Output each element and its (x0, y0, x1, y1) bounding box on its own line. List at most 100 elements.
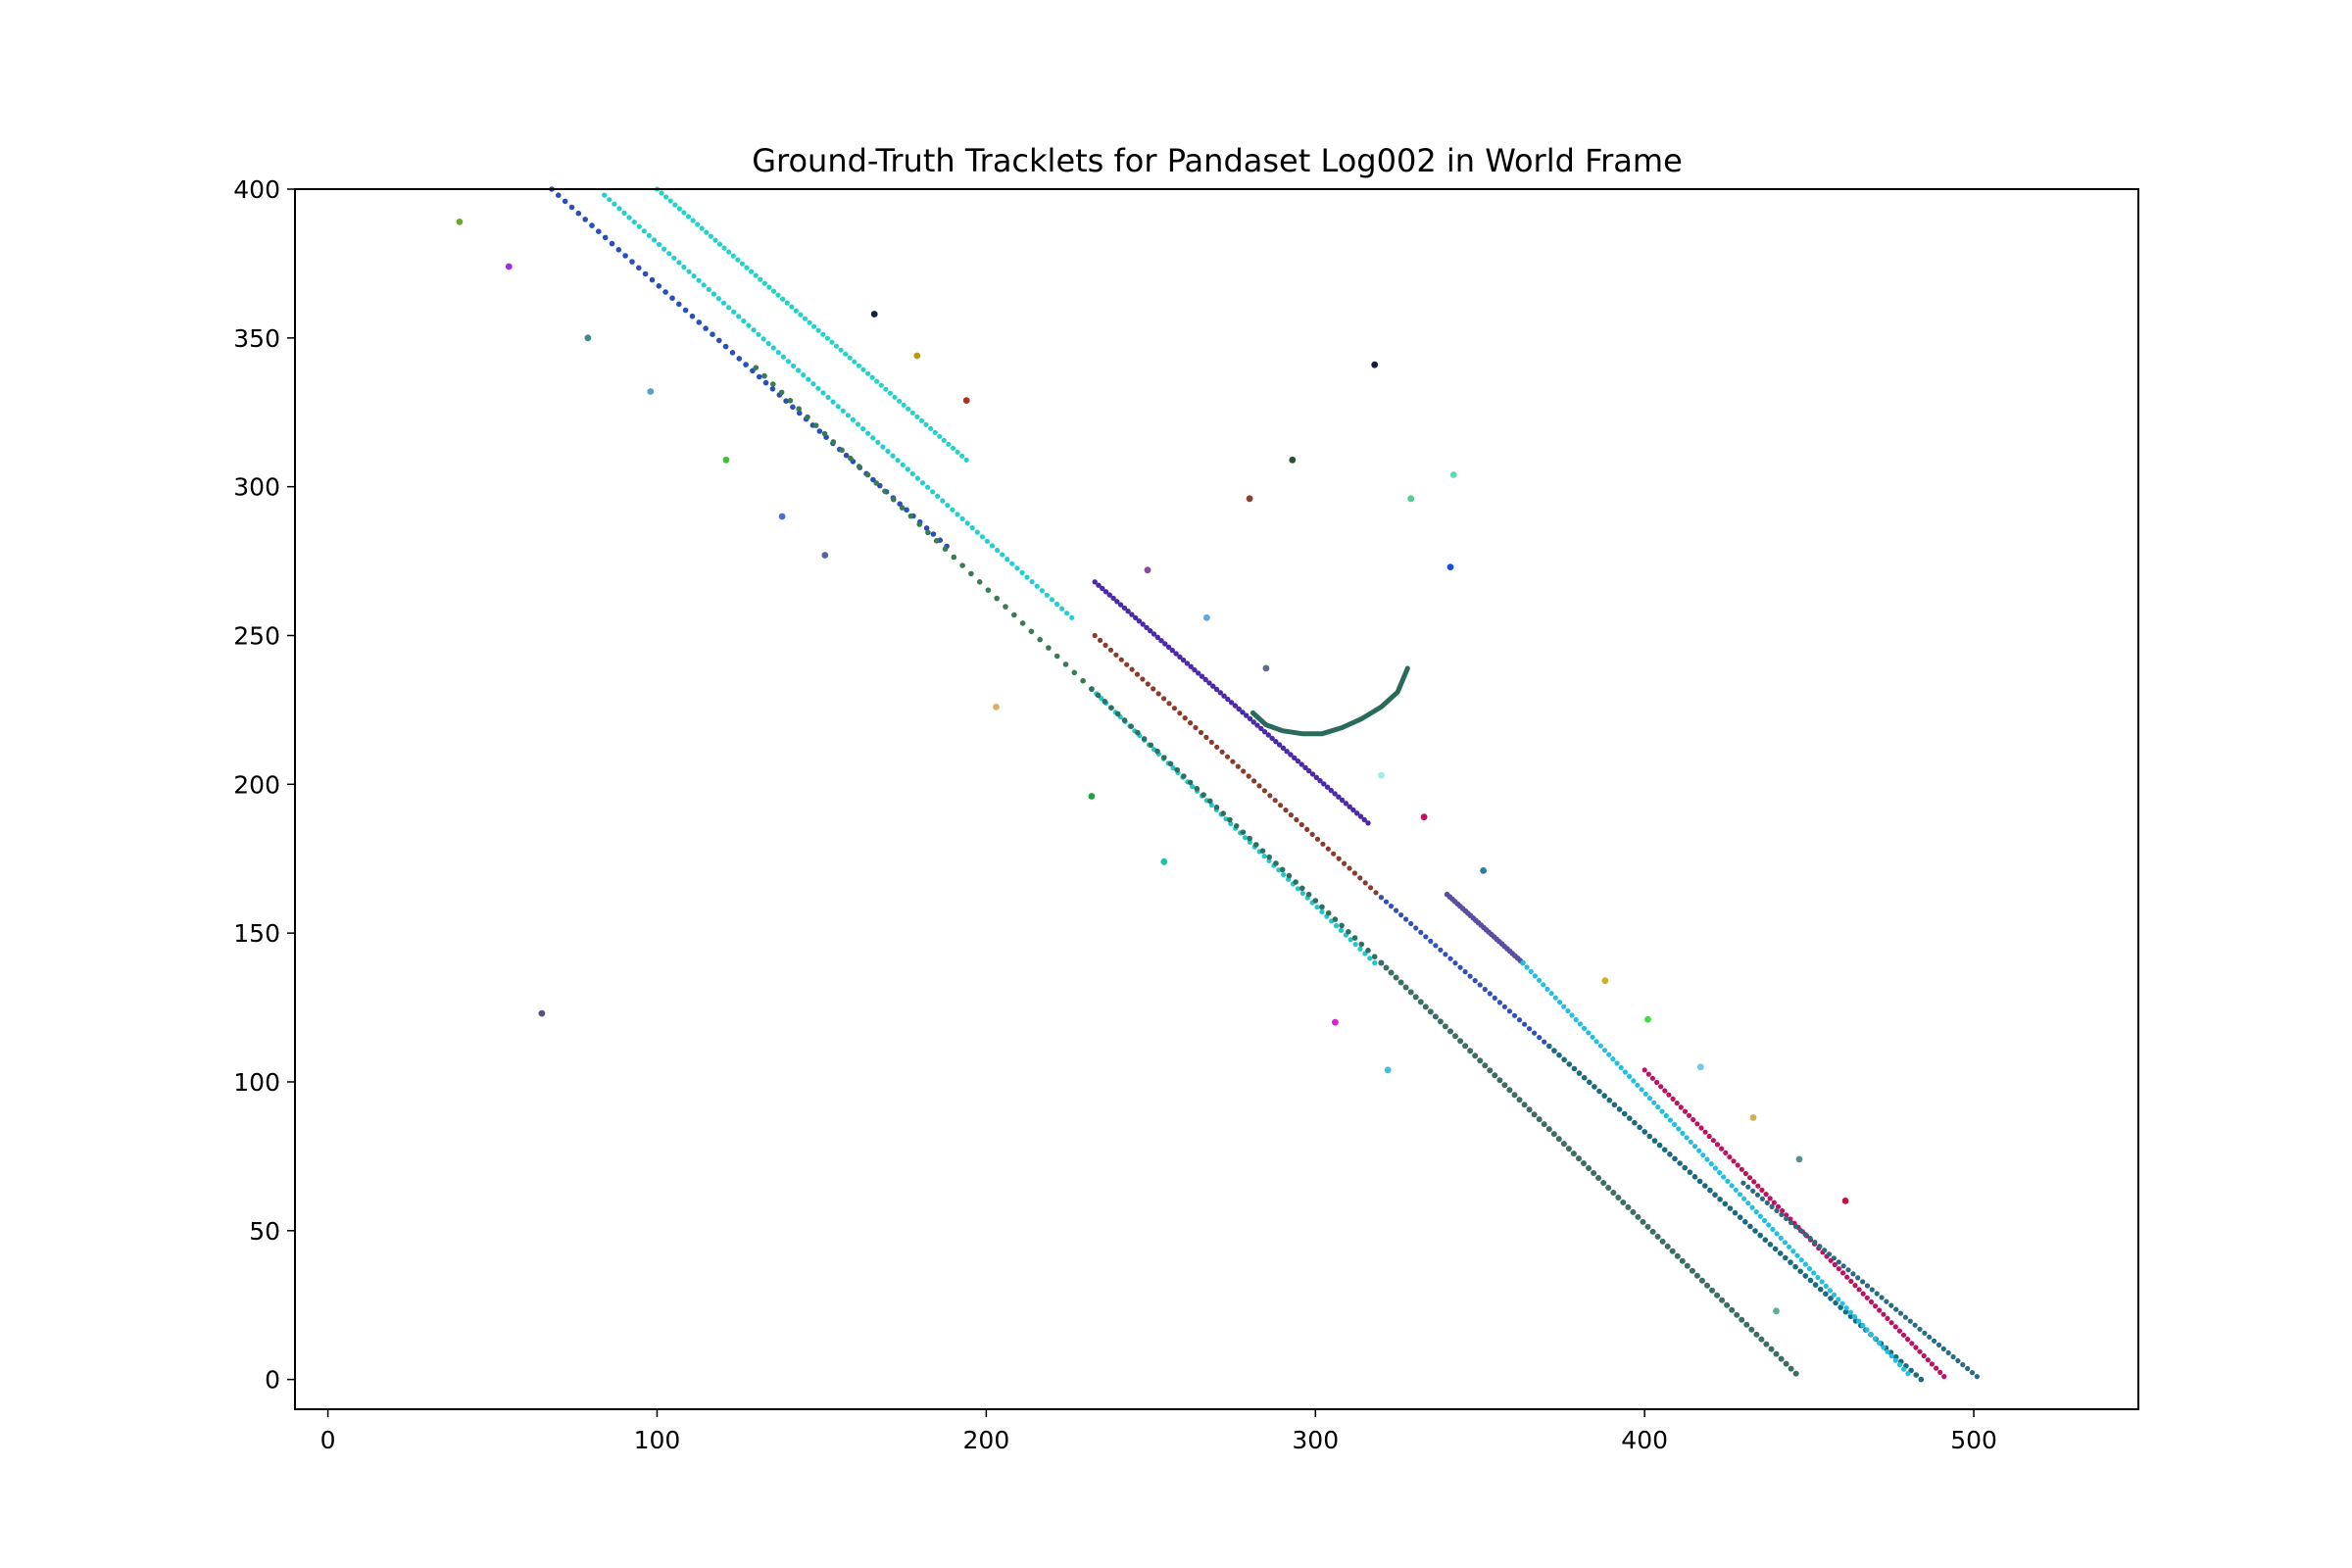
static-object-point (1371, 361, 1379, 368)
track-point (1669, 1248, 1676, 1254)
track-point (1672, 1121, 1678, 1128)
track-point (1573, 1016, 1579, 1023)
track-point (955, 449, 960, 455)
track-point (1788, 1365, 1794, 1372)
track-point (1167, 760, 1174, 767)
track-point (1177, 654, 1183, 660)
static-object-point (778, 513, 786, 520)
track-point (1659, 1108, 1665, 1114)
track-point (622, 253, 628, 259)
track-point (1965, 1365, 1971, 1372)
track-point (985, 587, 992, 593)
track-point (1487, 991, 1493, 997)
track-point (1555, 1136, 1562, 1143)
track-point (1714, 1292, 1721, 1298)
chart-title: Ground-Truth Tracklets for Pandaset Log0… (752, 142, 1683, 179)
track-point (1742, 1170, 1748, 1177)
track-point (1019, 569, 1025, 576)
track-point (1457, 1038, 1464, 1045)
track-point (1729, 1306, 1736, 1313)
track-point (1802, 1273, 1809, 1279)
track-point (1759, 1187, 1765, 1193)
track-point (1004, 557, 1010, 563)
track-point (615, 247, 622, 253)
track-point (891, 496, 897, 503)
track-point (1280, 745, 1287, 751)
track-point (1556, 1000, 1563, 1005)
track-point (710, 291, 717, 297)
track-point (1672, 1155, 1678, 1162)
track-point (811, 323, 817, 329)
track-point (1140, 621, 1146, 627)
track-point (1169, 647, 1176, 654)
track-point (1511, 1092, 1518, 1099)
track-point (556, 192, 562, 198)
track-point (906, 406, 911, 412)
track-point (1224, 754, 1231, 760)
track-point (1753, 1209, 1759, 1215)
track-point (1417, 999, 1424, 1005)
track-point (1840, 1270, 1846, 1276)
track-point (848, 455, 854, 462)
track-point (1790, 1249, 1796, 1254)
tracklet-9 (1378, 895, 1552, 1050)
track-point (662, 289, 668, 295)
track-point (815, 385, 821, 391)
track-point (726, 249, 732, 255)
track-point (1443, 952, 1448, 957)
track-point (1357, 875, 1363, 881)
track-point (1783, 1360, 1789, 1367)
track-point (1836, 1297, 1841, 1302)
track-point (1371, 954, 1378, 959)
track-point (1702, 1183, 1708, 1189)
track-point (1682, 1108, 1689, 1114)
track-point (1361, 816, 1367, 823)
track-point (1576, 1155, 1582, 1162)
track-point (1693, 1272, 1700, 1279)
track-point (1960, 1361, 1966, 1368)
track-point (609, 240, 615, 247)
track-point (1759, 1196, 1765, 1201)
track-point (671, 255, 677, 261)
track-point (589, 222, 595, 228)
track-point (735, 257, 741, 263)
track-point (1467, 1048, 1474, 1054)
track-point (749, 269, 755, 274)
track-point (820, 390, 826, 396)
static-object-point (1449, 471, 1457, 478)
track-point (1089, 686, 1095, 692)
track-point (1532, 973, 1538, 979)
track-point (1422, 1004, 1429, 1010)
track-point (916, 521, 922, 527)
track-point (989, 543, 996, 549)
track-point (923, 421, 929, 427)
x-tick-label: 200 (963, 1426, 1010, 1454)
y-tick-label: 150 (233, 919, 280, 948)
track-point (1845, 1267, 1851, 1273)
track-point (626, 215, 632, 220)
track-point (1892, 1357, 1898, 1363)
track-point (1154, 748, 1160, 755)
track-point (1754, 1192, 1761, 1198)
track-point (716, 241, 723, 247)
track-point (1771, 1200, 1777, 1205)
track-point (1367, 956, 1373, 961)
track-point (1314, 905, 1320, 910)
track-point (1836, 1259, 1841, 1265)
track-point (703, 325, 709, 331)
track-point (582, 217, 588, 222)
track-point (686, 269, 692, 274)
track-point (1106, 592, 1113, 598)
track-point (1437, 1018, 1444, 1025)
track-point (1165, 644, 1172, 650)
track-point (784, 300, 790, 306)
track-point (1925, 1357, 1931, 1363)
track-point (979, 534, 986, 540)
track-point (1413, 925, 1419, 931)
track-point (1802, 1261, 1808, 1267)
track-point (1822, 1248, 1828, 1253)
track-point (1198, 729, 1204, 736)
track-point (865, 430, 871, 436)
track-point (1929, 1361, 1935, 1367)
